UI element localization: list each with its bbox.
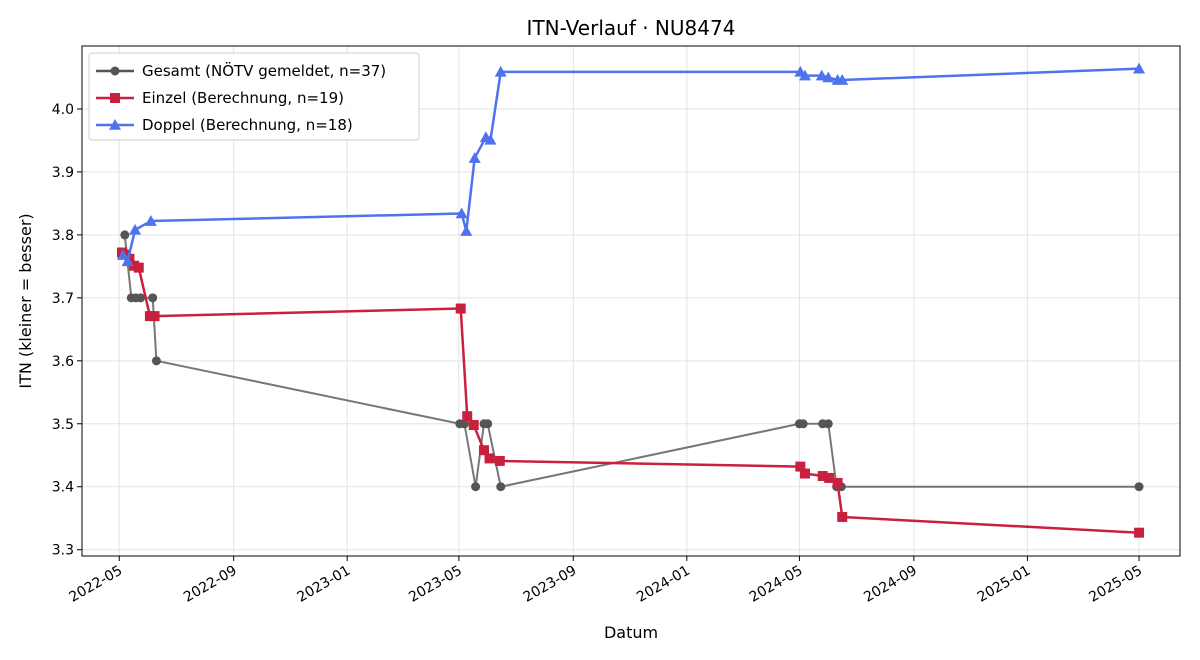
data-point (817, 471, 828, 482)
data-point (149, 311, 160, 322)
y-tick-label: 3.9 (52, 165, 74, 181)
legend-marker (110, 93, 120, 103)
y-tick-label: 4.0 (52, 102, 74, 118)
data-point (484, 133, 497, 145)
data-point (136, 293, 146, 303)
x-tick-label: 2023-01 (295, 563, 354, 606)
data-point (468, 420, 479, 431)
data-point (799, 69, 812, 81)
data-point (815, 69, 828, 81)
data-point (822, 71, 835, 83)
data-point (1133, 62, 1146, 74)
data-point (460, 225, 473, 236)
legend-label: Gesamt (NÖTV gemeldet, n=37) (142, 61, 386, 80)
legend-marker (110, 66, 120, 76)
legend-item: Einzel (Berechnung, n=19) (96, 89, 344, 107)
data-point (151, 356, 161, 366)
x-tick-label: 2025-01 (975, 563, 1034, 606)
y-axis-label: ITN (kleiner = besser) (16, 213, 35, 388)
x-tick-label: 2024-01 (634, 563, 693, 606)
data-point (483, 419, 493, 429)
legend-item: Doppel (Berechnung, n=18) (96, 116, 353, 134)
plot-frame (81, 45, 1181, 557)
series-line (121, 251, 1140, 534)
data-point (144, 215, 157, 226)
data-point (471, 482, 481, 492)
data-point (484, 453, 495, 464)
data-point (800, 468, 811, 479)
x-tick-label: 2024-09 (861, 563, 920, 606)
data-point (468, 152, 481, 163)
data-point (824, 472, 835, 483)
data-point (148, 293, 158, 303)
data-point (836, 74, 849, 85)
axes: 3.3 3.4 3.5 3.6 3.7 3.8 3.9 4.0 2022-05 2022-09 20… (52, 102, 1145, 606)
x-axis-label: Datum (604, 623, 658, 642)
series-3 (116, 62, 1146, 267)
x-tick-label: 2022-09 (181, 563, 240, 606)
data-point (795, 461, 806, 472)
data-point (121, 255, 134, 267)
data-point (455, 207, 468, 219)
data-point (129, 223, 142, 235)
legend-label: Einzel (Berechnung, n=19) (142, 89, 344, 107)
y-tick-label: 3.8 (52, 228, 74, 244)
y-tick-label: 3.3 (52, 543, 74, 559)
x-tick-label: 2022-05 (67, 563, 126, 606)
x-tick-label: 2023-05 (406, 563, 465, 606)
data-point (837, 511, 848, 522)
legend-label: Doppel (Berechnung, n=18) (142, 116, 353, 134)
y-tick-label: 3.4 (52, 480, 74, 496)
y-tick-label: 3.7 (52, 291, 74, 307)
data-point (133, 262, 144, 273)
data-point (459, 419, 469, 429)
data-point (494, 455, 505, 466)
data-point (462, 411, 473, 422)
legend-marker (109, 119, 121, 130)
data-point (798, 419, 808, 429)
data-point (478, 445, 489, 456)
data-point (496, 482, 506, 492)
data-point (823, 419, 833, 429)
data-point (494, 65, 507, 77)
chart-title: ITN-Verlauf · NU8474 (527, 16, 736, 40)
data-point (116, 249, 129, 260)
x-tick-label: 2024-05 (747, 563, 806, 606)
legend-item: Gesamt (NÖTV gemeldet, n=37) (96, 61, 386, 80)
series-1 (120, 230, 1144, 492)
y-tick-label: 3.6 (52, 354, 74, 370)
y-tick-label: 3.5 (52, 417, 74, 433)
series-2 (117, 247, 1145, 538)
x-tick-label: 2025-05 (1086, 563, 1145, 606)
series-layer (116, 62, 1146, 538)
data-point (1134, 482, 1144, 492)
data-point (1134, 527, 1145, 538)
data-point (120, 230, 130, 240)
x-tick-label: 2023-09 (521, 563, 580, 606)
legend-box (88, 52, 420, 141)
data-point (832, 477, 843, 488)
legend: Gesamt (NÖTV gemeldet, n=37) Einzel (Bere… (88, 52, 420, 141)
data-point (455, 303, 466, 314)
